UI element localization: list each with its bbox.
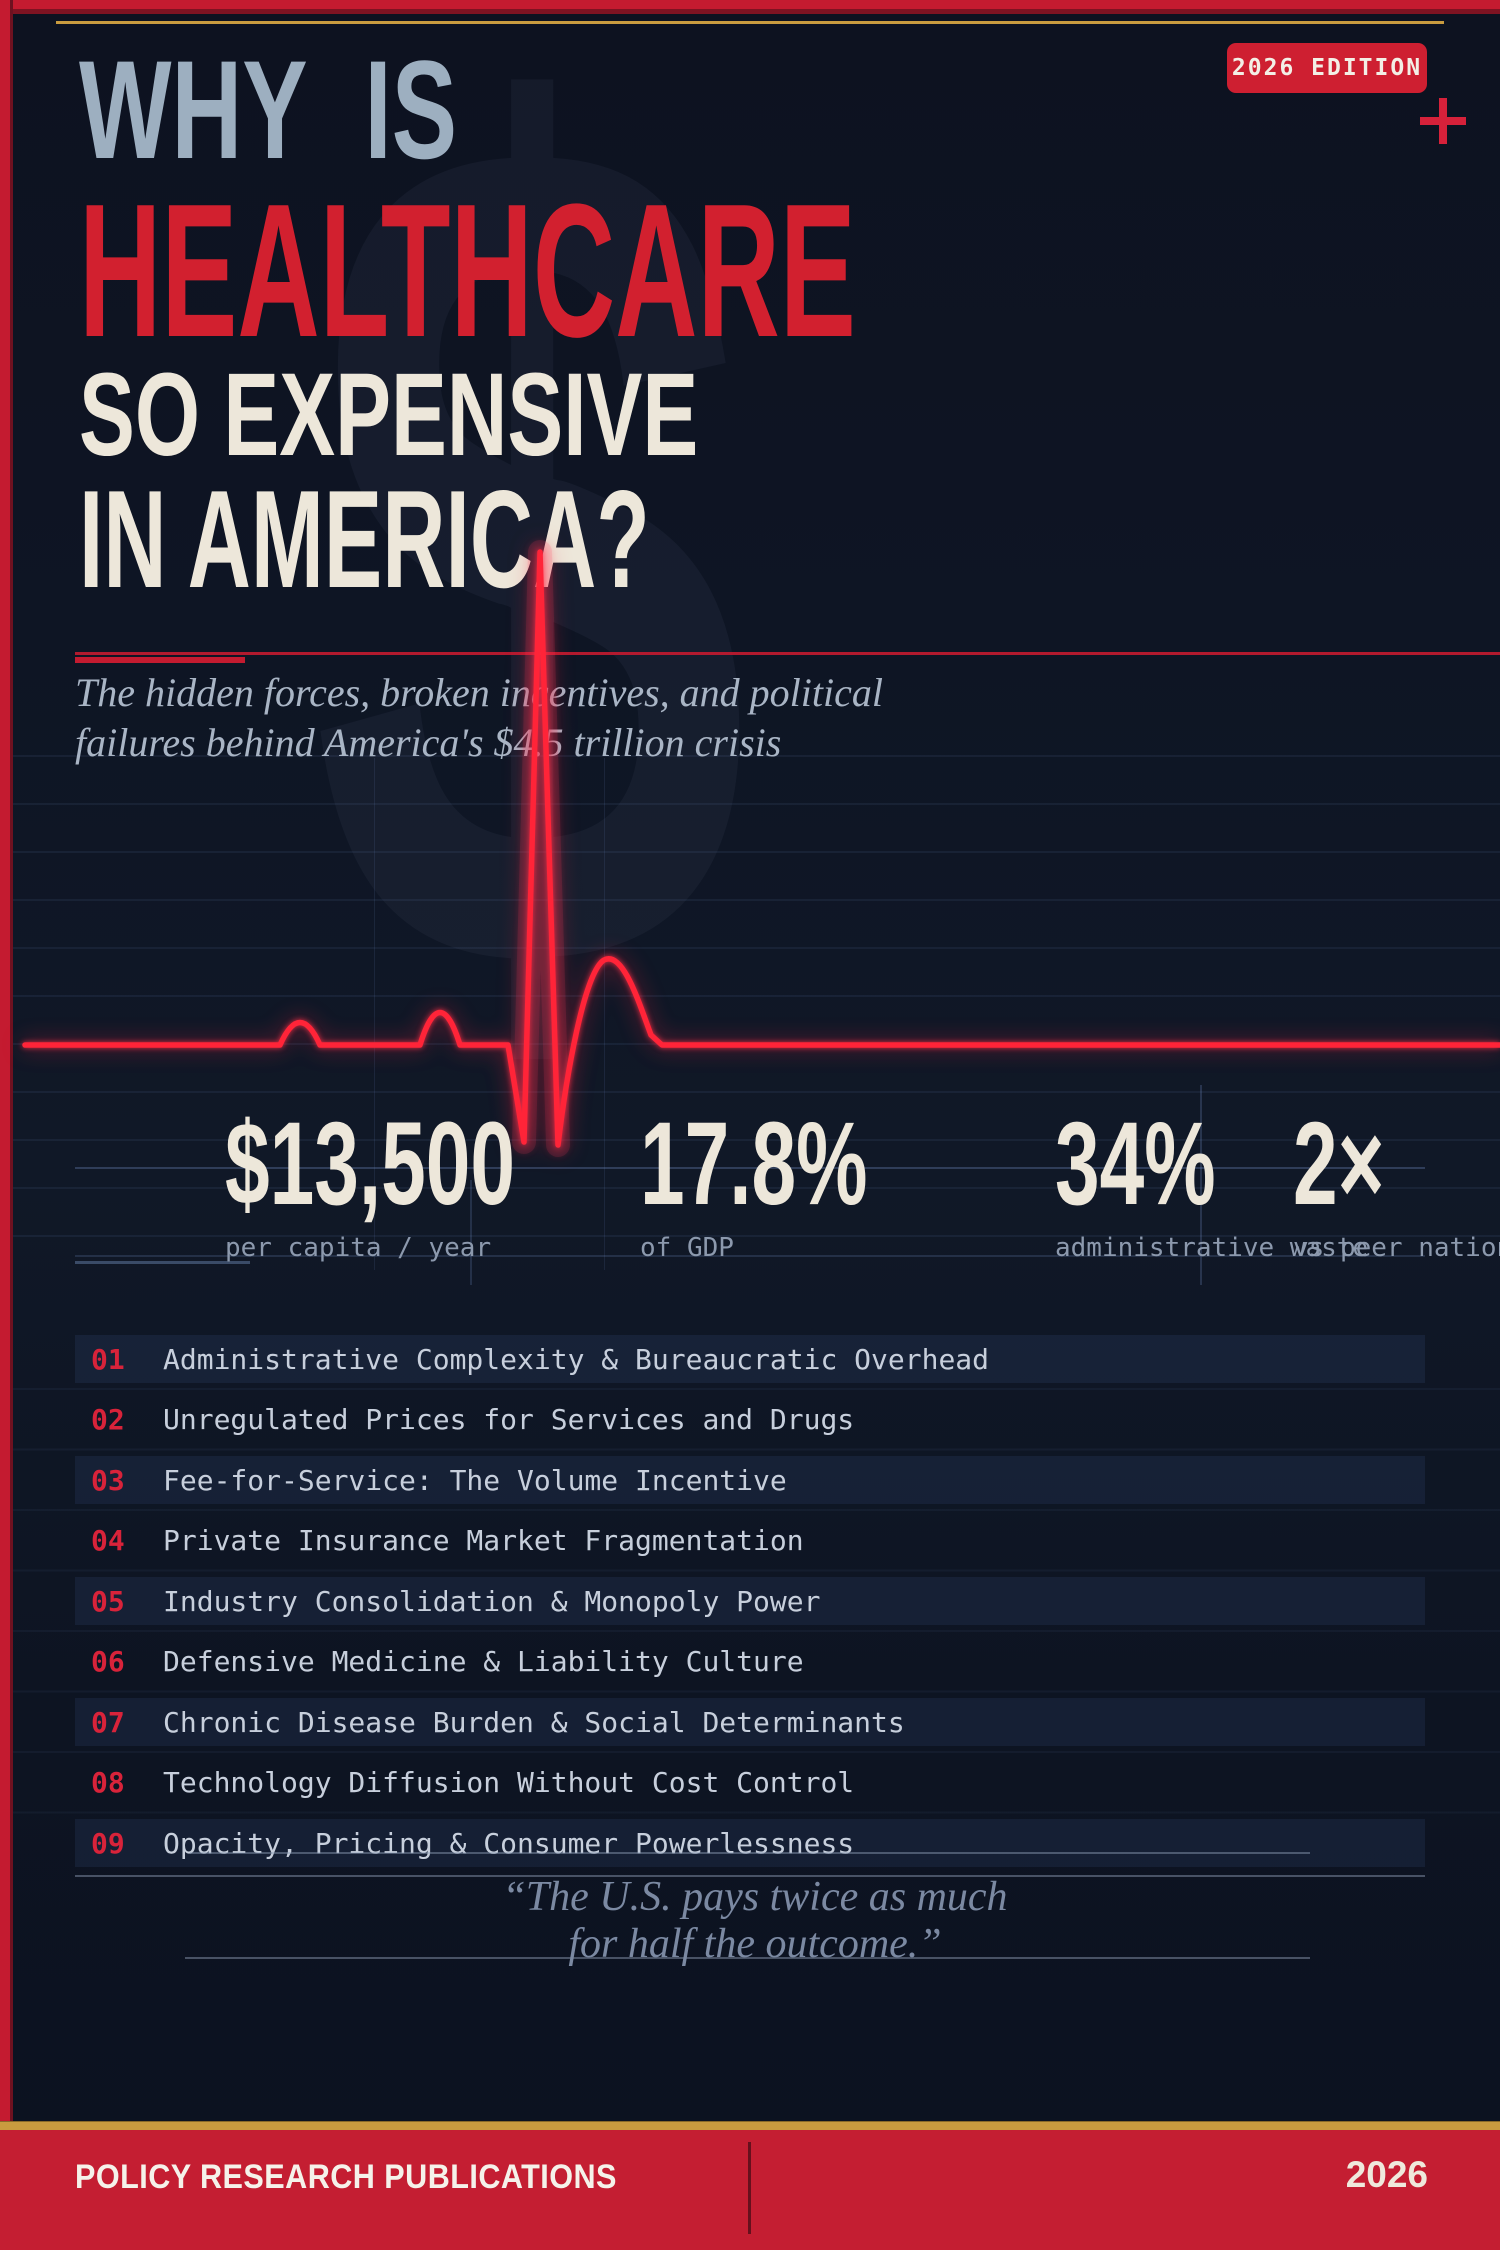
- list-item: 08 Technology Diffusion Without Cost Con…: [75, 1759, 1425, 1807]
- list-item-label: Administrative Complexity & Bureaucratic…: [163, 1342, 990, 1376]
- reasons-list: 01 Administrative Complexity & Bureaucra…: [75, 1335, 1425, 1880]
- stat-per-capita: $13,500 per capita / year: [225, 1105, 652, 1263]
- footer-publisher: POLICY RESEARCH PUBLICATIONS: [75, 2158, 617, 2196]
- rule-below-quote: [185, 1957, 1310, 1959]
- pull-quote-line-1: “The U.S. pays twice as much: [502, 1874, 1008, 1920]
- left-red-border: [0, 0, 10, 2250]
- list-item: 01 Administrative Complexity & Bureaucra…: [75, 1335, 1425, 1383]
- title-line-healthcare: HEALTHCARE: [79, 165, 856, 377]
- list-item-label: Industry Consolidation & Monopoly Power: [163, 1584, 821, 1618]
- list-item-label: Chronic Disease Burden & Social Determin…: [163, 1705, 905, 1739]
- stat-per-capita-value: $13,500: [225, 1098, 516, 1230]
- top-gold-line: [56, 21, 1444, 24]
- subtitle-red-rule: [75, 652, 1500, 655]
- list-item-number: 03: [91, 1463, 125, 1497]
- list-item-number: 06: [91, 1645, 125, 1678]
- list-item: 07 Chronic Disease Burden & Social Deter…: [75, 1698, 1425, 1746]
- title-line-why-is: WHY IS: [79, 31, 458, 188]
- edition-badge-label: 2026 EDITION: [1231, 55, 1423, 81]
- stat-admin-waste: 34% administrative waste: [1055, 1105, 1368, 1263]
- rule-under-list: [190, 1852, 1310, 1854]
- title-line-so-expensive: SO EXPENSIVE: [79, 349, 699, 481]
- subtitle-line-2: failures behind America's $4.5 trillion …: [75, 720, 782, 765]
- list-item-label: Private Insurance Market Fragmentation: [163, 1524, 804, 1557]
- list-item-label: Technology Diffusion Without Cost Contro…: [163, 1766, 855, 1799]
- list-item-label: Fee-for-Service: The Volume Incentive: [163, 1463, 787, 1497]
- stat-gdp-value: 17.8%: [640, 1098, 868, 1230]
- stat-vs-peers: 2× vs peer nations: [1293, 1105, 1500, 1263]
- stat-admin-waste-label: administrative waste: [1055, 1233, 1369, 1263]
- list-item: 09 Opacity, Pricing & Consumer Powerless…: [75, 1819, 1425, 1867]
- footer-year: 2026: [1345, 2154, 1428, 2195]
- grid-vertical-line: [1200, 1085, 1202, 1285]
- plus-icon-vertical-bar: [1439, 98, 1447, 144]
- list-item-label: Opacity, Pricing & Consumer Powerlessnes…: [163, 1826, 855, 1860]
- list-item: 04 Private Insurance Market Fragmentatio…: [75, 1517, 1425, 1565]
- list-item: 06 Defensive Medicine & Liability Cultur…: [75, 1638, 1425, 1686]
- subtitle: The hidden forces, broken incentives, an…: [75, 668, 883, 768]
- pull-quote: “The U.S. pays twice as much for half th…: [255, 1874, 1255, 1968]
- list-item-number: 02: [91, 1403, 125, 1436]
- grid-accent-line: [75, 1261, 250, 1264]
- list-item-number: 08: [91, 1766, 125, 1799]
- pull-quote-line-2: for half the outcome.”: [568, 1921, 942, 1967]
- subtitle-red-rule-accent: [75, 657, 245, 663]
- list-item-label: Unregulated Prices for Services and Drug…: [163, 1403, 855, 1436]
- rule-above-quote: [75, 1875, 1425, 1877]
- list-item: 05 Industry Consolidation & Monopoly Pow…: [75, 1577, 1425, 1625]
- top-dark-red-line: [0, 9, 1500, 14]
- grid-horizontal-line: [75, 1167, 1425, 1169]
- stat-admin-waste-value: 34%: [1055, 1098, 1216, 1230]
- list-item-number: 01: [91, 1342, 125, 1376]
- stat-vs-peers-label: vs peer nations: [1293, 1233, 1500, 1263]
- stat-gdp-label: of GDP: [640, 1233, 734, 1263]
- title-line-in-america: IN AMERICA?: [79, 462, 650, 617]
- stat-gdp: 17.8% of GDP: [640, 1105, 975, 1263]
- stat-vs-peers-value: 2×: [1293, 1098, 1385, 1230]
- stat-per-capita-label: per capita / year: [225, 1233, 492, 1263]
- list-item: 03 Fee-for-Service: The Volume Incentive: [75, 1456, 1425, 1504]
- list-item-number: 04: [91, 1524, 125, 1557]
- list-item-number: 07: [91, 1705, 125, 1739]
- subtitle-line-1: The hidden forces, broken incentives, an…: [75, 670, 883, 715]
- footer-divider-line: [748, 2142, 751, 2234]
- grid-vertical-line: [470, 1180, 472, 1285]
- grid-horizontal-line: [75, 1255, 1425, 1257]
- footer-gold-line: [0, 2121, 1500, 2131]
- list-item: 02 Unregulated Prices for Services and D…: [75, 1396, 1425, 1444]
- list-item-number: 09: [91, 1826, 125, 1860]
- list-item-label: Defensive Medicine & Liability Culture: [163, 1645, 804, 1678]
- top-red-bar: [0, 0, 1500, 9]
- left-border-shadow: [10, 0, 13, 2250]
- edition-badge: 2026 EDITION: [1227, 43, 1427, 93]
- plus-icon: [1420, 98, 1466, 144]
- background-grid-lower: [0, 1388, 1500, 1846]
- list-item-number: 05: [91, 1584, 125, 1618]
